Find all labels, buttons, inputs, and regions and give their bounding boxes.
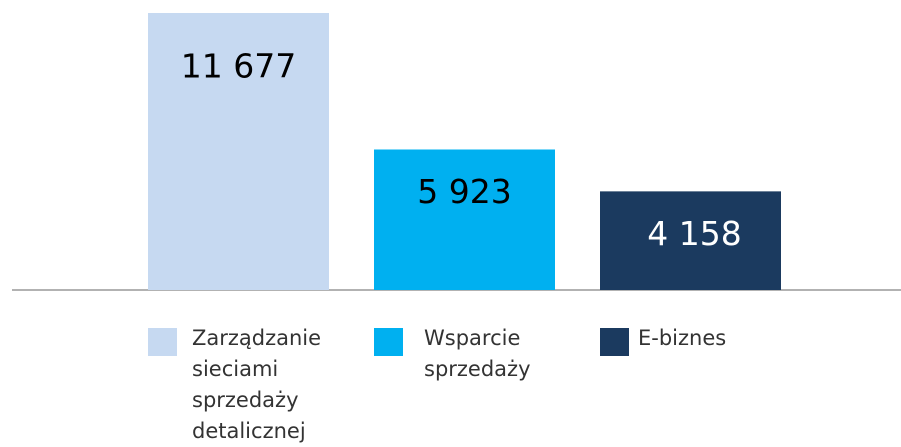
legend-label: Zarządzanie sieciami sprzedaży detaliczn…	[192, 326, 322, 443]
legend-label: Wsparcie sprzedaży	[424, 326, 531, 381]
data-label: 11 677	[181, 47, 296, 86]
legend-swatch	[600, 328, 629, 356]
data-label: 4 158	[647, 214, 741, 253]
bar	[600, 191, 781, 290]
legend-label: E-biznes	[638, 326, 727, 350]
data-label: 5 923	[417, 172, 511, 211]
legend-swatch	[148, 328, 177, 356]
legend-swatch	[374, 328, 403, 356]
bar	[148, 13, 329, 290]
bar	[374, 149, 555, 290]
